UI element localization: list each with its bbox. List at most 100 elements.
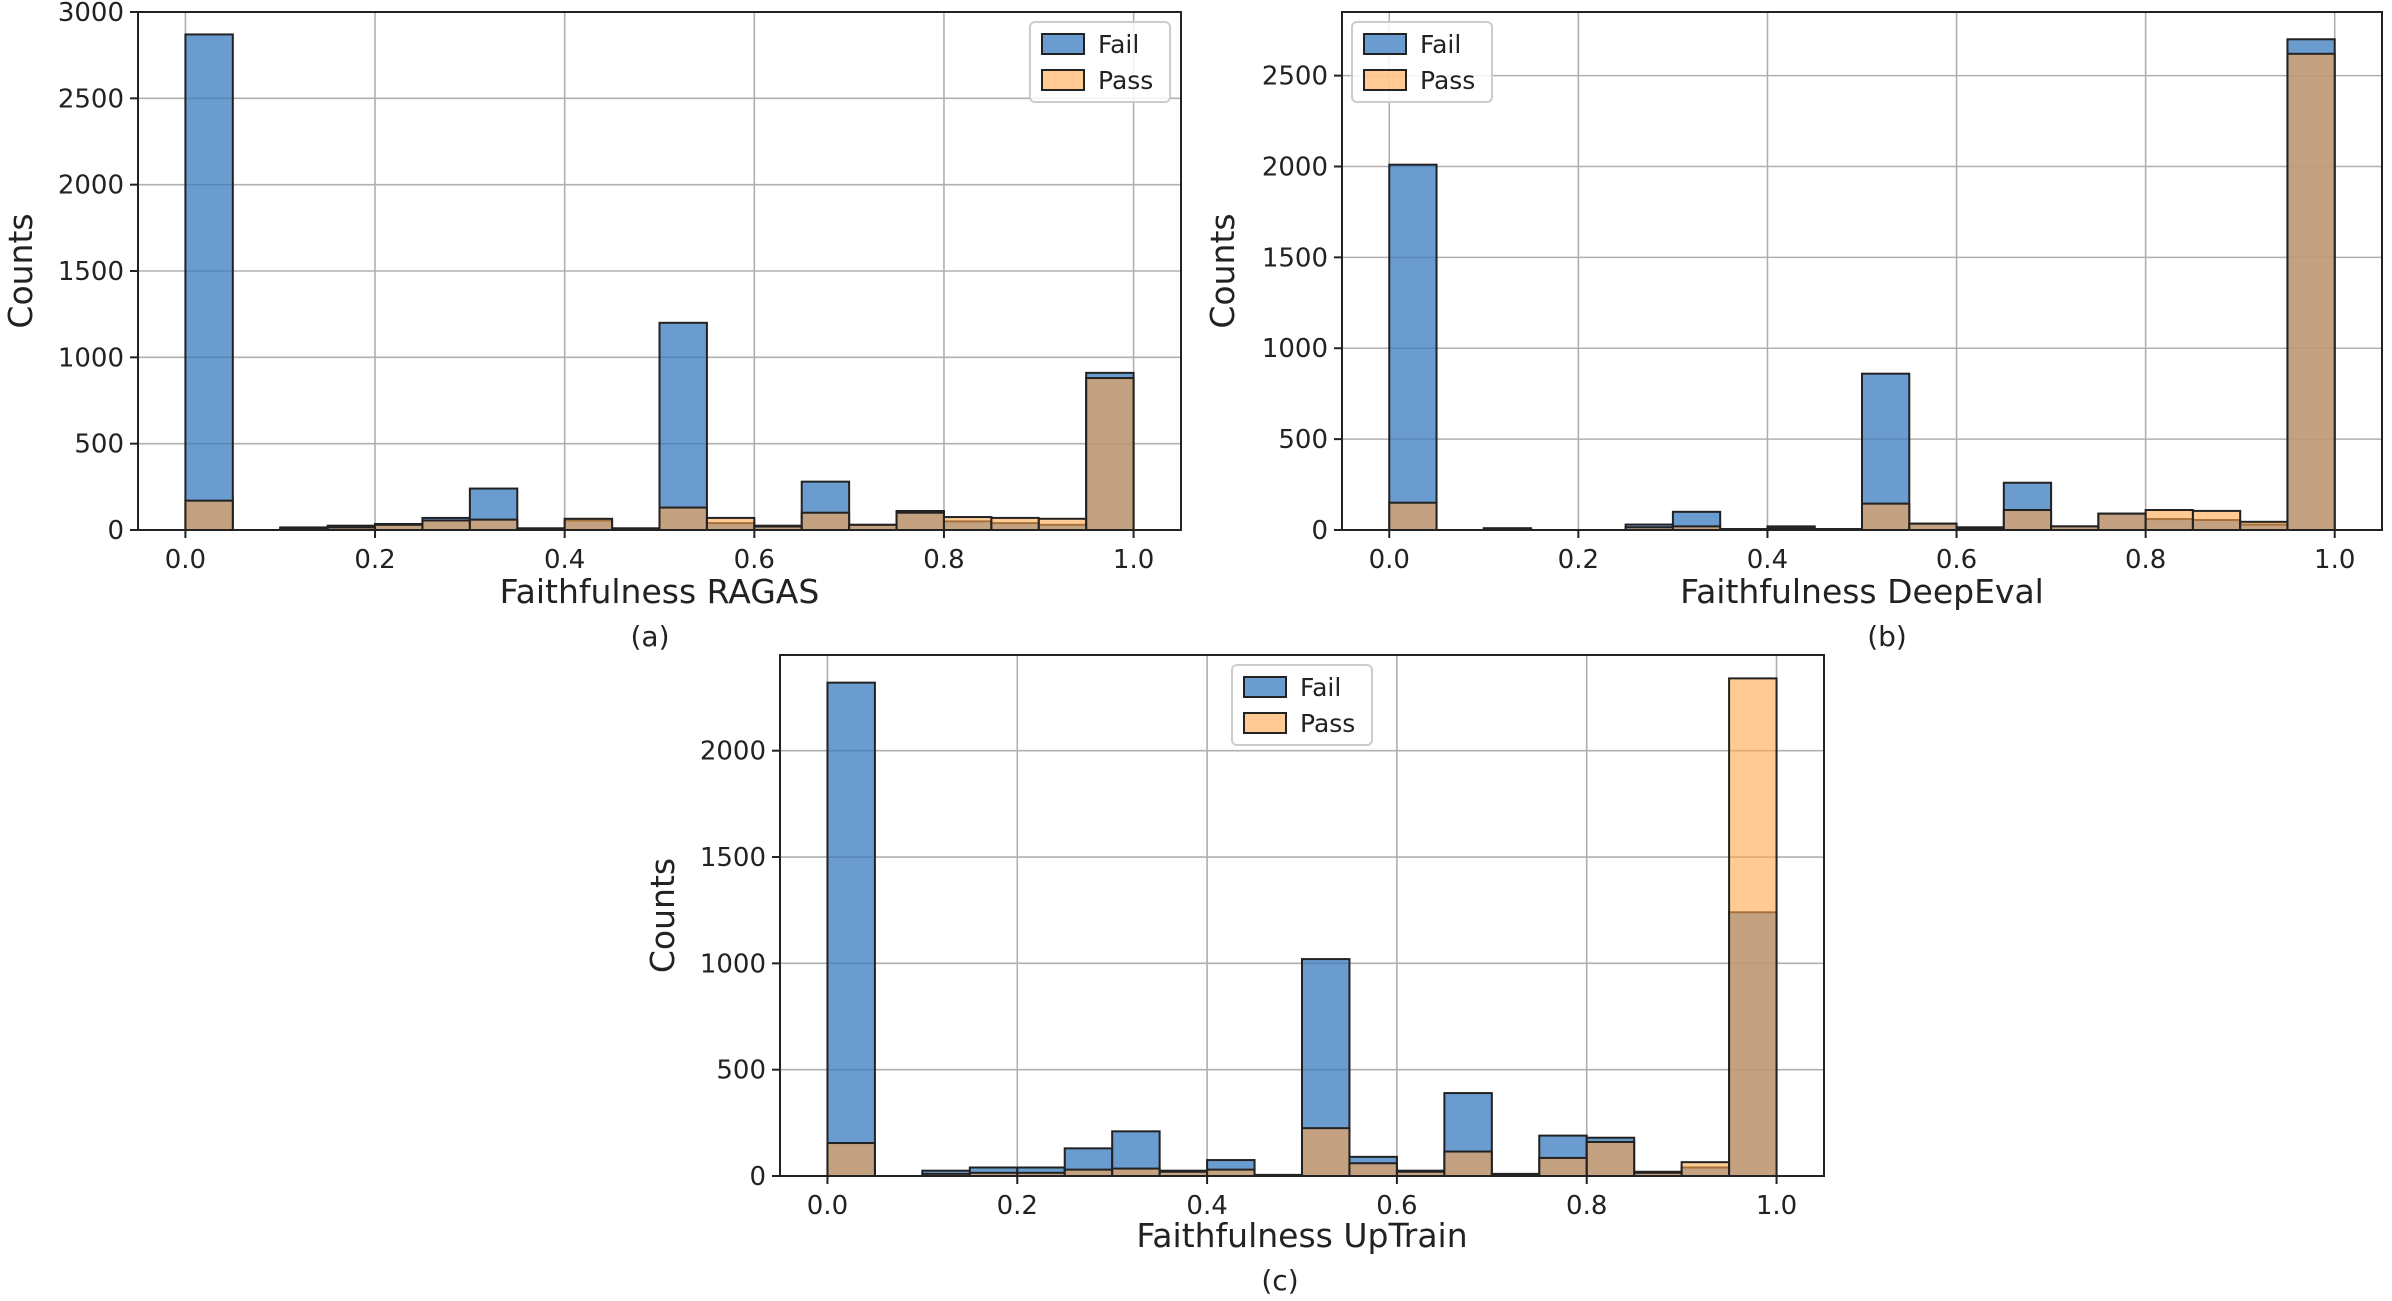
bar-pass	[2286, 52, 2336, 532]
legend-label-pass: Pass	[1098, 66, 1153, 95]
legend: Fail Pass	[1231, 664, 1373, 746]
legend-label-pass: Pass	[1300, 709, 1355, 738]
x-tick-label: 1.0	[1113, 545, 1154, 575]
series-pass	[184, 377, 1135, 532]
y-tick-label: 2000	[1262, 152, 1328, 182]
bar-pass	[895, 511, 945, 532]
y-tick-label: 2000	[700, 737, 766, 767]
x-tick-label: 1.0	[2314, 545, 2355, 575]
series-fail	[184, 33, 1135, 532]
legend-swatch-pass	[1243, 712, 1287, 734]
panel-c: 0.0 0.2 0.4 0.6 0.8 1.0 0 500 1000 1500 2000 Faithf…	[643, 654, 1825, 1297]
series-pass	[826, 677, 1778, 1178]
bar-pass	[990, 516, 1040, 531]
bar-pass	[1585, 1140, 1636, 1177]
bar-pass	[2239, 520, 2289, 531]
legend-swatch-fail	[1363, 33, 1407, 55]
series-fail	[1388, 38, 2336, 532]
y-tick-label: 2000	[58, 171, 124, 201]
y-axis-label: Counts	[1, 213, 40, 328]
bar-pass	[2144, 509, 2194, 532]
legend-swatch-pass	[1041, 69, 1085, 91]
x-tick-label: 0.8	[923, 545, 964, 575]
bar-pass	[1680, 1161, 1731, 1177]
panel-caption: (a)	[630, 620, 669, 653]
x-tick-label: 0.4	[1747, 545, 1788, 575]
x-tick-label: 0.6	[1376, 1191, 1417, 1221]
bar-pass	[1348, 1162, 1398, 1178]
x-tick-label: 0.0	[807, 1191, 848, 1221]
legend-label-fail: Fail	[1098, 30, 1139, 59]
bar-pass	[1728, 677, 1778, 1177]
panel-caption: (b)	[1867, 620, 1907, 653]
y-tick-label: 2500	[58, 84, 124, 114]
y-tick-label: 500	[74, 430, 124, 460]
legend-swatch-pass	[1363, 69, 1407, 91]
legend-swatch-fail	[1041, 33, 1085, 55]
bar-pass	[705, 516, 756, 531]
x-axis-label: Faithfulness RAGAS	[500, 572, 820, 611]
bar-pass	[1301, 1127, 1351, 1178]
bar-pass	[658, 506, 708, 532]
y-tick-label: 0	[1311, 516, 1328, 546]
y-tick-label: 500	[1278, 425, 1328, 455]
y-tick-label: 1000	[700, 949, 766, 979]
y-tick-label: 1000	[1262, 334, 1328, 364]
panel-b: 0.0 0.2 0.4 0.6 0.8 1.0 0 500 1000 1500 2000 2500 Fa…	[1203, 11, 2383, 653]
bar-pass	[1111, 1167, 1161, 1177]
y-tick-label: 1000	[58, 343, 124, 373]
bar-fail	[184, 33, 234, 532]
y-axis-label: Counts	[1203, 213, 1242, 328]
x-tick-label: 0.8	[1566, 1191, 1607, 1221]
x-tick-label: 0.6	[1936, 545, 1977, 575]
bar-pass	[2097, 512, 2147, 531]
bar-pass	[2002, 509, 2053, 532]
x-tick-label: 1.0	[1756, 1191, 1797, 1221]
y-tick-label: 2500	[1262, 62, 1328, 92]
x-tick-label: 0.2	[354, 545, 395, 575]
bar-pass	[1538, 1156, 1588, 1177]
x-tick-label: 0.4	[544, 545, 585, 575]
bar-fail	[826, 681, 876, 1177]
legend-swatch-fail	[1243, 676, 1287, 698]
series-fail	[826, 681, 1778, 1178]
legend: Fail Pass	[1029, 21, 1171, 103]
y-tick-label: 1500	[58, 257, 124, 287]
legend-label-fail: Fail	[1300, 673, 1341, 702]
x-tick-label: 0.8	[2125, 545, 2166, 575]
bar-pass	[421, 519, 471, 532]
y-tick-label: 0	[749, 1162, 766, 1192]
x-axis-label: Faithfulness DeepEval	[1680, 572, 2044, 611]
bar-pass	[1388, 501, 1438, 532]
y-tick-label: 500	[716, 1056, 766, 1086]
x-tick-label: 0.6	[734, 545, 775, 575]
x-tick-label: 0.0	[165, 545, 206, 575]
y-tick-label: 3000	[58, 0, 124, 28]
plot-frame	[1341, 11, 2383, 531]
bar-fail	[658, 321, 708, 531]
panel-caption: (c)	[1261, 1264, 1298, 1297]
y-tick-label: 1500	[700, 843, 766, 873]
legend: Fail Pass	[1351, 21, 1493, 103]
legend-label-fail: Fail	[1420, 30, 1461, 59]
bar-pass	[563, 517, 614, 532]
bar-pass	[1443, 1150, 1493, 1178]
bar-pass	[1861, 502, 1911, 531]
bar-pass	[800, 511, 851, 532]
x-tick-label: 0.0	[1369, 545, 1410, 575]
bar-pass	[1037, 517, 1088, 532]
bar-pass	[826, 1142, 876, 1178]
bar-fail	[1388, 163, 1438, 532]
x-tick-label: 0.2	[1558, 545, 1599, 575]
legend-label-pass: Pass	[1420, 66, 1475, 95]
x-axis-label: Faithfulness UpTrain	[1136, 1216, 1467, 1255]
bar-pass	[942, 516, 993, 531]
bar-pass	[1085, 377, 1135, 532]
bar-pass	[184, 499, 234, 531]
plot-frame	[779, 654, 1825, 1177]
bar-pass	[2191, 509, 2242, 532]
x-tick-label: 0.4	[1186, 1191, 1227, 1221]
panel-a: 0.0 0.2 0.4 0.6 0.8 1.0 0 500 1000 1500 2000 2500 30…	[1, 0, 1182, 653]
y-tick-label: 1500	[1262, 243, 1328, 273]
